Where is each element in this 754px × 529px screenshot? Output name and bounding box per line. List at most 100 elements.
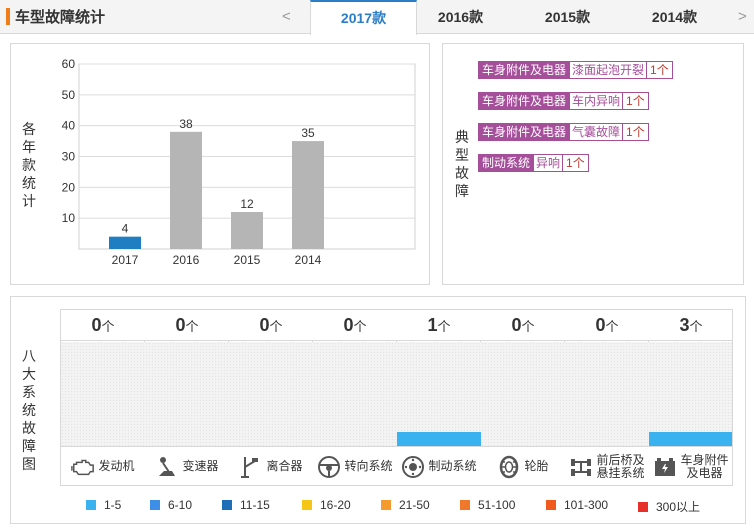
- legend-swatch: [222, 500, 232, 510]
- system-button[interactable]: 制动系统: [397, 446, 481, 486]
- legend-label: 6-10: [168, 498, 193, 512]
- y-tick-label: 60: [62, 57, 76, 71]
- title-accent: [6, 8, 10, 25]
- legend-swatch: [381, 500, 391, 510]
- tab-2015[interactable]: 2015款: [544, 9, 591, 25]
- system-name: 发动机: [98, 459, 135, 473]
- legend-swatch: [150, 500, 160, 510]
- fault-category: 车身附件及电器: [478, 92, 571, 110]
- fault-item[interactable]: 车身附件及电器 漆面起泡开裂 1个: [478, 61, 673, 79]
- system-name: 转向系统: [344, 459, 393, 473]
- x-tick-label: 2014: [295, 253, 322, 267]
- y-tick-label: 10: [62, 211, 76, 225]
- bar-2015[interactable]: [231, 212, 263, 249]
- y-tick-label: 30: [62, 150, 76, 164]
- system-count: 0个: [145, 309, 229, 341]
- legend-swatch: [460, 500, 470, 510]
- system-count-unit: 个: [521, 319, 535, 334]
- system-name: 离合器: [266, 459, 303, 473]
- fault-detail: 气囊故障: [570, 123, 624, 141]
- system-count-unit: 个: [101, 319, 115, 334]
- system-button[interactable]: 离合器: [229, 446, 313, 486]
- system-button[interactable]: 转向系统: [313, 446, 397, 486]
- prev-arrow-icon[interactable]: <: [282, 8, 291, 25]
- x-tick-label: 2015: [234, 253, 261, 267]
- next-arrow-icon[interactable]: >: [738, 8, 747, 25]
- system-count-unit: 个: [269, 319, 283, 334]
- fault-item[interactable]: 制动系统 异响 1个: [478, 154, 589, 172]
- legend-label: 101-300: [564, 498, 609, 512]
- legend-item: 101-300: [546, 498, 608, 512]
- system-button[interactable]: 变速器: [145, 446, 229, 486]
- year-chart-panel: [10, 43, 430, 285]
- system-count: 1个: [397, 309, 481, 341]
- legend-swatch: [86, 500, 96, 510]
- legend-label: 11-15: [240, 498, 270, 512]
- system-button[interactable]: 前后桥及 悬挂系统: [565, 446, 649, 486]
- system-column: 0个转向系统: [313, 309, 397, 486]
- bar-2017[interactable]: [109, 236, 141, 249]
- fault-item[interactable]: 车身附件及电器 气囊故障 1个: [478, 123, 649, 141]
- fault-category: 车身附件及电器: [478, 123, 571, 141]
- engine-icon: [71, 455, 95, 479]
- system-bar-track: [565, 342, 649, 446]
- system-name: 制动系统: [428, 459, 477, 473]
- system-name: 车身附件 及电器: [680, 452, 729, 480]
- fault-count: 1个: [647, 61, 673, 79]
- system-bar-fill[interactable]: [649, 432, 733, 446]
- fault-detail: 漆面起泡开裂: [570, 61, 648, 79]
- clutch-pedal-icon: [239, 455, 263, 479]
- steering-wheel-icon: [317, 455, 341, 479]
- system-column: 0个轮胎: [481, 309, 565, 486]
- bar-2014[interactable]: [292, 141, 324, 249]
- gear-shifter-icon: [155, 455, 179, 479]
- system-count-unit: 个: [437, 319, 451, 334]
- system-button[interactable]: 发动机: [61, 446, 145, 486]
- system-button[interactable]: 车身附件 及电器: [649, 446, 733, 486]
- fault-count: 1个: [623, 123, 649, 141]
- legend-label: 300以上: [656, 500, 701, 514]
- system-column: 3个 车身附件 及电器: [649, 309, 733, 486]
- y-tick-label: 50: [62, 88, 76, 102]
- systems-label: 八大系统故障图: [22, 348, 36, 472]
- bar-value-label: 12: [240, 197, 254, 211]
- bar-value-label: 4: [122, 222, 129, 236]
- system-column: 0个变速器: [145, 309, 229, 486]
- system-button[interactable]: 轮胎: [481, 446, 565, 486]
- fault-item[interactable]: 车身附件及电器 车内异响 1个: [478, 92, 649, 110]
- system-bar-track: [397, 342, 481, 446]
- x-tick-label: 2017: [112, 253, 139, 267]
- system-bar-track: [649, 342, 733, 446]
- system-count-value: 0: [511, 315, 522, 335]
- fault-count: 1个: [563, 154, 589, 172]
- legend-item: 300以上: [638, 498, 700, 515]
- system-count: 0个: [481, 309, 565, 341]
- system-bar-fill[interactable]: [397, 432, 481, 446]
- system-column: 1个制动系统: [397, 309, 481, 486]
- page-title: 车型故障统计: [15, 9, 106, 26]
- fault-detail: 异响: [534, 154, 564, 172]
- tab-2017[interactable]: 2017款: [310, 0, 417, 35]
- bar-value-label: 38: [179, 117, 193, 131]
- system-count: 0个: [61, 309, 145, 341]
- tab-2016[interactable]: 2016款: [437, 9, 484, 25]
- system-bar-track: [61, 342, 145, 446]
- typical-faults-label: 典型故障: [455, 129, 469, 199]
- year-bar-chart: 10 20 30 40 50 60 4 2017 38 2016 12 2015 35 2014: [62, 57, 416, 267]
- system-count: 0个: [313, 309, 397, 341]
- legend-label: 21-50: [399, 498, 430, 512]
- legend-item: 21-50: [381, 498, 430, 512]
- legend-label: 51-100: [478, 498, 516, 512]
- legend-swatch: [546, 500, 556, 510]
- system-bar-track: [313, 342, 397, 446]
- tab-2014[interactable]: 2014款: [651, 9, 698, 25]
- system-bar-track: [481, 342, 565, 446]
- legend-swatch: [302, 500, 312, 510]
- y-tick-label: 40: [62, 119, 76, 133]
- bar-2016[interactable]: [170, 131, 202, 249]
- system-bar-track: [229, 342, 313, 446]
- y-tick-label: 20: [62, 180, 76, 194]
- system-count-value: 1: [427, 315, 438, 335]
- axle-icon: [569, 455, 593, 479]
- chart-ylabel: 各年款统计: [22, 121, 36, 209]
